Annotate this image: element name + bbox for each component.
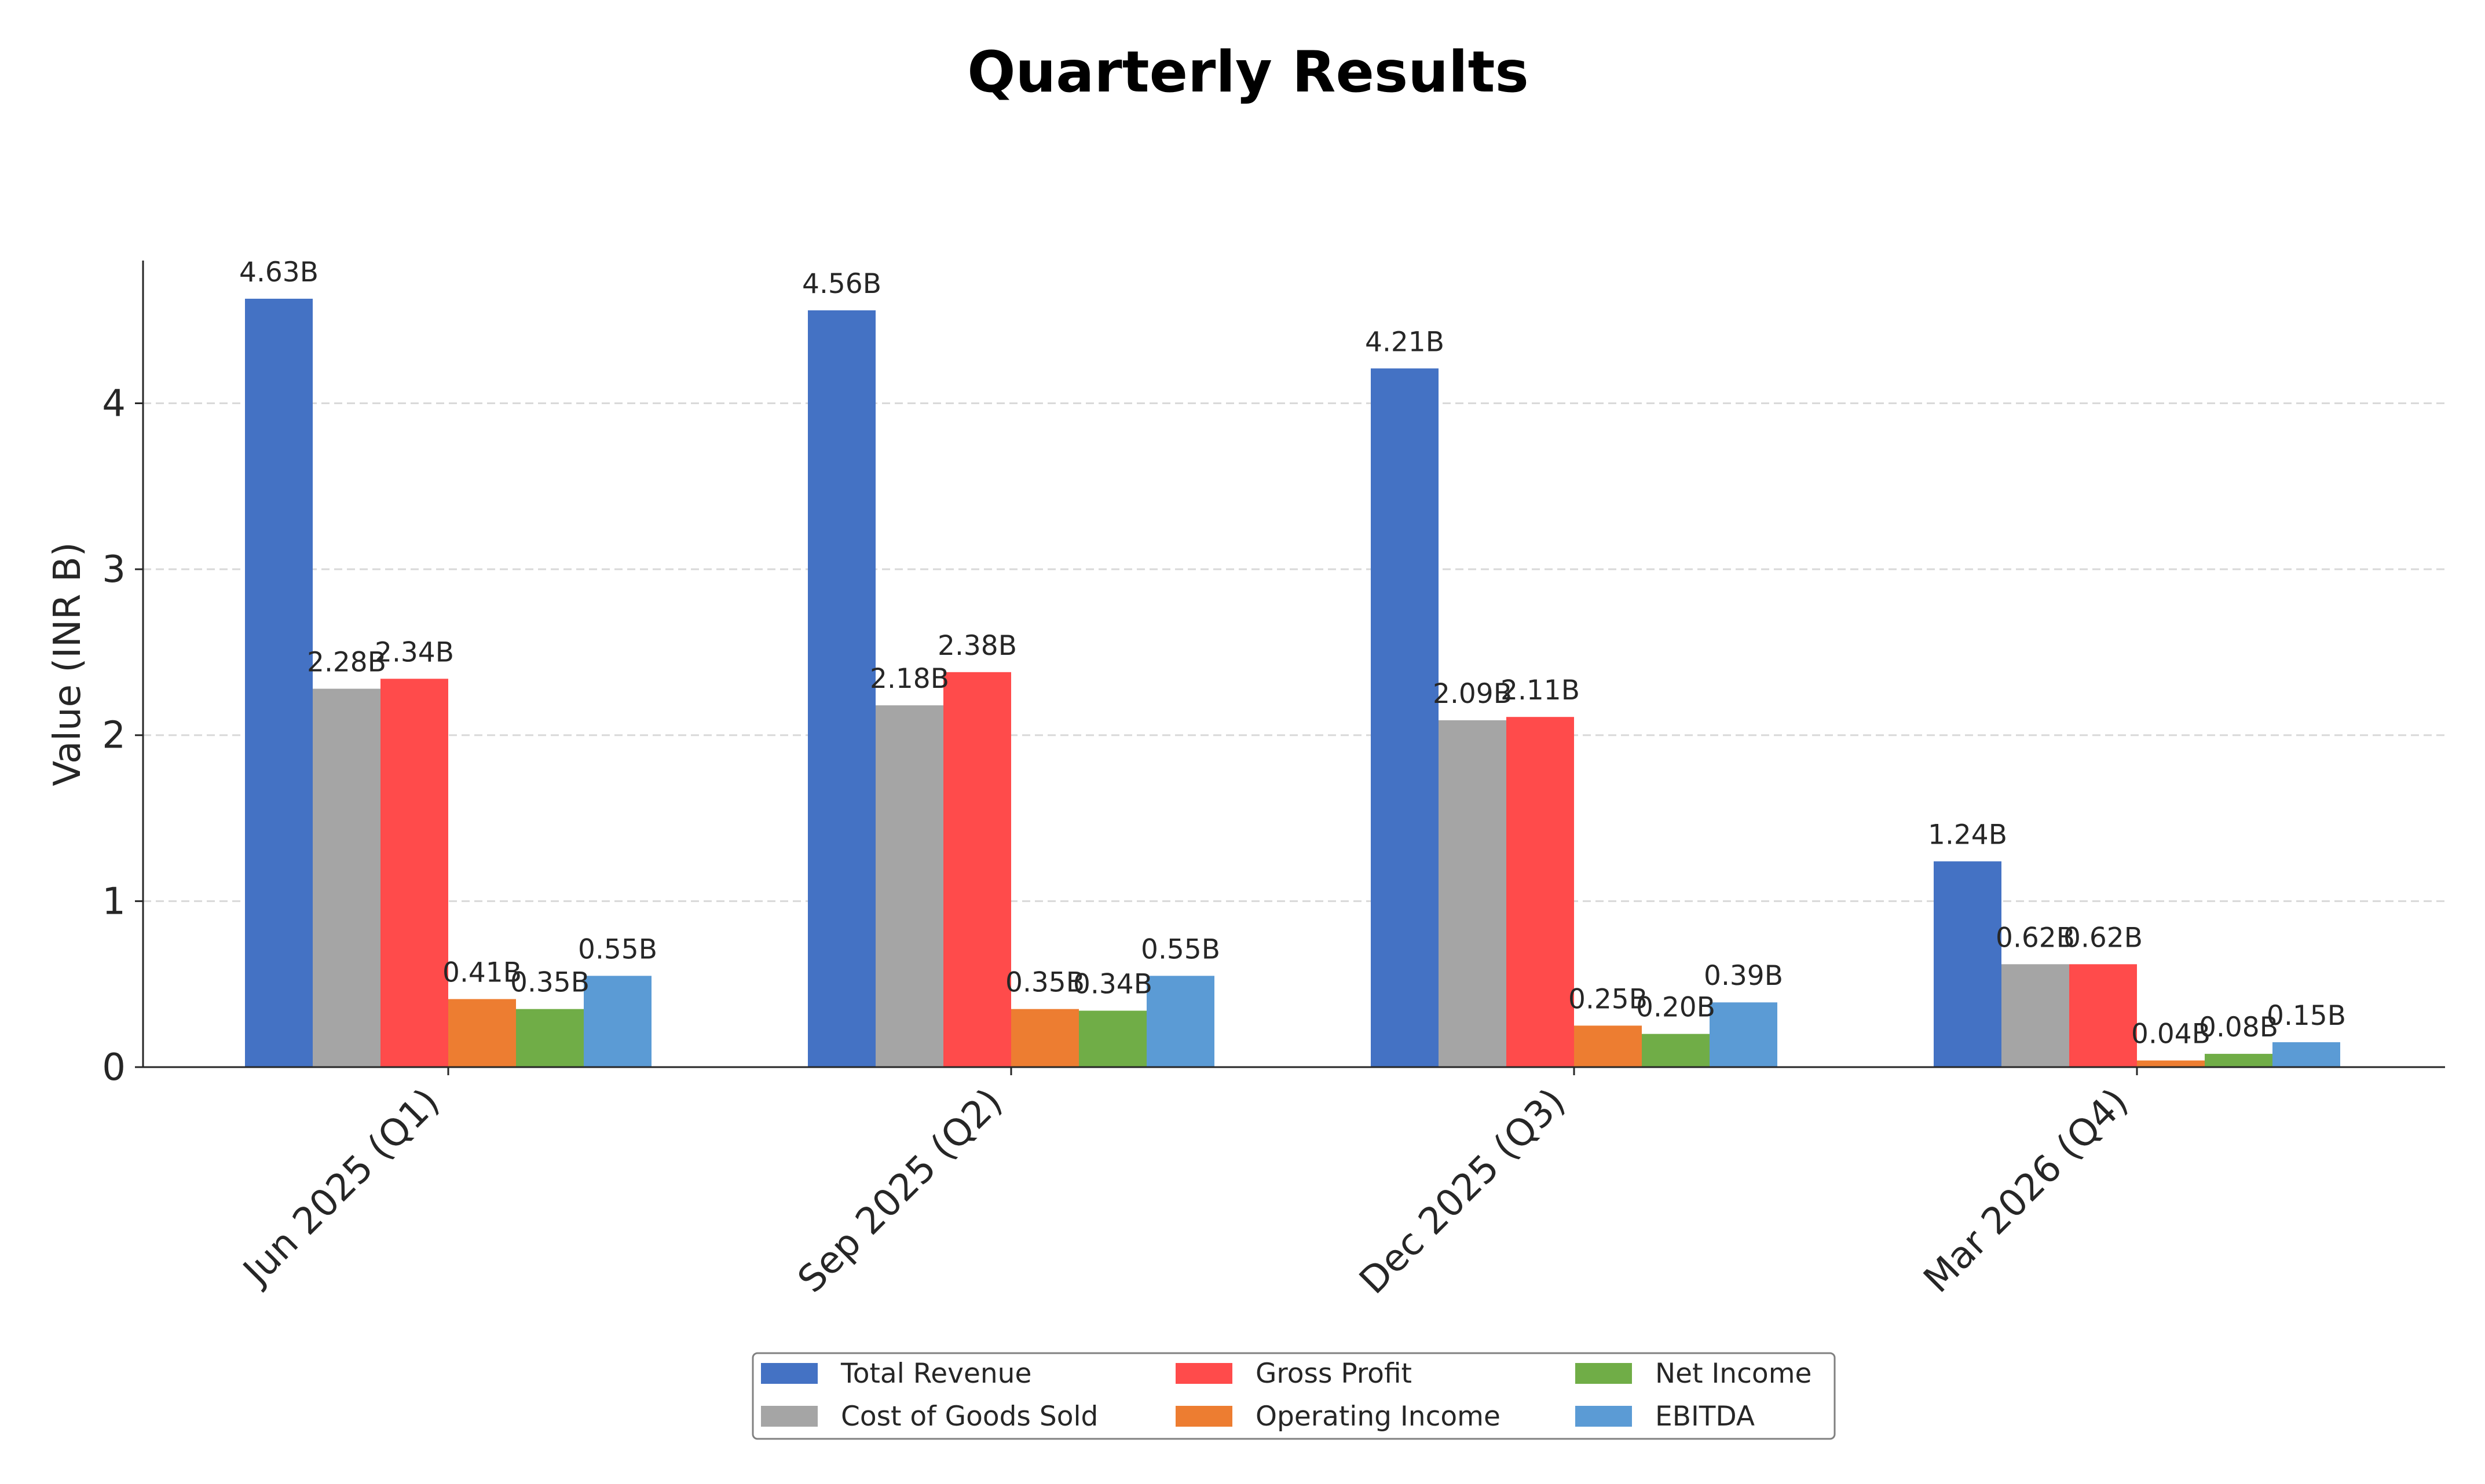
data-label: 2.28B (307, 646, 386, 678)
data-label: 2.18B (870, 663, 949, 695)
x-tick-label: Jun 2025 (Q1) (234, 1080, 448, 1295)
data-label: 0.35B (510, 967, 590, 999)
bar (2001, 964, 2069, 1067)
legend-swatch (761, 1363, 818, 1384)
legend-label: Net Income (1655, 1358, 1811, 1390)
bar (1574, 1025, 1642, 1067)
data-label: 0.04B (2131, 1018, 2210, 1050)
x-tick-label: Dec 2025 (Q3) (1352, 1080, 1574, 1303)
bar (380, 679, 448, 1067)
x-tick-label: Mar 2026 (Q4) (1916, 1080, 2136, 1301)
x-tick-layer: Jun 2025 (Q1) Sep 2025 (Q2) Dec 2025 (Q3) M… (234, 1067, 2138, 1303)
bar (1934, 861, 2001, 1067)
bar (313, 688, 380, 1067)
bar (1371, 368, 1439, 1067)
data-label: 2.34B (375, 636, 454, 668)
bar (2069, 964, 2137, 1067)
y-tick-label: 0 (102, 1046, 126, 1089)
bar (876, 705, 943, 1067)
data-label: 0.15B (2267, 1000, 2346, 1032)
legend-swatch (761, 1406, 818, 1427)
chart-title: Quarterly Results (967, 39, 1529, 105)
bar (943, 672, 1011, 1067)
bar (516, 1009, 584, 1067)
legend-label: Gross Profit (1256, 1358, 1412, 1390)
data-label: 0.62B (1996, 922, 2075, 954)
data-label: 2.38B (938, 630, 1017, 662)
y-tick-layer: 0 1 2 3 4 (102, 382, 143, 1089)
data-label: 2.11B (1500, 675, 1580, 706)
bar (2205, 1054, 2272, 1067)
bar (448, 999, 516, 1067)
data-label: 0.25B (1568, 983, 1648, 1015)
legend-swatch (1176, 1406, 1232, 1427)
bar (2272, 1042, 2340, 1067)
data-label: 0.34B (1073, 969, 1152, 1001)
bar (1506, 717, 1574, 1067)
legend-swatch (1176, 1363, 1232, 1384)
data-label: 0.39B (1704, 960, 1783, 992)
data-label: 0.55B (1141, 933, 1220, 965)
x-tick-label: Sep 2025 (Q2) (790, 1080, 1011, 1301)
data-label: 0.35B (1005, 967, 1085, 999)
data-label: 1.24B (1928, 819, 2007, 851)
bar (1147, 976, 1214, 1067)
legend-frame (752, 1352, 1836, 1440)
bar (245, 298, 313, 1068)
legend-label: EBITDA (1655, 1401, 1755, 1432)
bar (1710, 1002, 1777, 1067)
bar (2137, 1060, 2205, 1067)
data-label: 0.55B (578, 933, 657, 965)
data-label: 0.20B (1636, 992, 1715, 1024)
data-label: 4.56B (802, 268, 881, 300)
legend-label: Total Revenue (840, 1358, 1031, 1390)
legend: Total Revenue Cost of Goods Sold Gross Pro… (752, 1352, 1836, 1440)
bar (1439, 720, 1506, 1067)
y-tick-label: 2 (102, 714, 126, 757)
bar (1642, 1034, 1710, 1067)
data-label-layer: 4.63B2.28B2.34B0.41B0.35B0.55B4.56B2.18B… (239, 257, 2346, 1050)
data-label: 2.09B (1433, 678, 1512, 710)
legend-label: Cost of Goods Sold (841, 1401, 1098, 1432)
grid-layer (143, 402, 2445, 902)
data-label: 4.21B (1365, 326, 1444, 358)
legend-swatch (1575, 1363, 1632, 1384)
y-tick-label: 1 (102, 880, 126, 923)
y-tick-label: 3 (102, 548, 126, 591)
y-axis-label: Value (INR B) (46, 542, 89, 786)
legend-label: Operating Income (1256, 1401, 1500, 1432)
data-label: 0.62B (2063, 922, 2143, 954)
data-label: 4.63B (239, 257, 319, 288)
bar-layer (245, 298, 2340, 1068)
bar (1011, 1009, 1079, 1067)
bar (808, 310, 876, 1067)
axis-layer (142, 261, 2445, 1068)
y-tick-label: 4 (102, 382, 126, 425)
data-label: 0.08B (2199, 1012, 2278, 1043)
legend-swatch (1575, 1406, 1632, 1427)
bar (584, 976, 652, 1067)
data-label: 0.41B (442, 957, 522, 988)
bar (1079, 1010, 1147, 1067)
legend-items: Total Revenue Cost of Goods Sold Gross Pro… (761, 1358, 1811, 1432)
